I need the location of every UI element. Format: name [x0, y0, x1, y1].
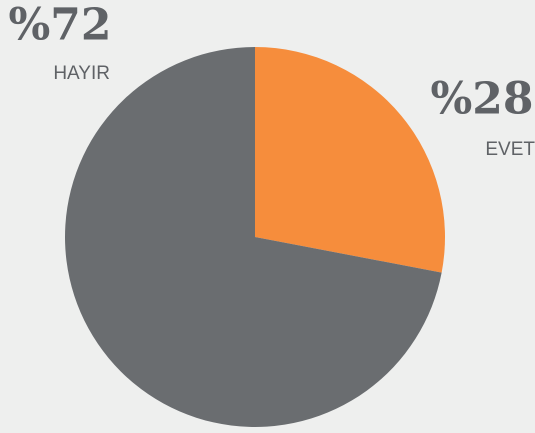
- pie-slice: [255, 47, 445, 273]
- category-label: EVET: [485, 139, 535, 160]
- pie-slice: [65, 47, 442, 427]
- category-label: HAYIR: [53, 63, 110, 84]
- value-label: %72: [8, 0, 111, 51]
- value-label: %28: [430, 74, 533, 125]
